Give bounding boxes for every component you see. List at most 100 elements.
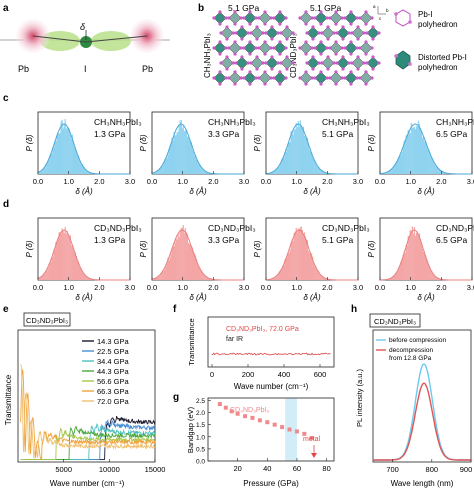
- iodine-atom: [358, 76, 362, 80]
- iodine-atom: [341, 25, 345, 29]
- iodine-atom: [377, 61, 381, 65]
- iodine-atom: [356, 67, 360, 71]
- iodine-atom: [270, 55, 274, 59]
- hist-bar: [48, 266, 50, 280]
- panel-label-e: e: [3, 304, 9, 315]
- hist-bar: [174, 135, 176, 174]
- hist-bar: [158, 276, 160, 280]
- hist-bar: [443, 172, 445, 174]
- octahedron: [213, 11, 227, 25]
- hist-bar: [437, 167, 439, 174]
- hist-bar: [427, 148, 429, 174]
- hist-bar: [201, 168, 203, 174]
- g-y-tick-label: 2.5: [196, 398, 205, 405]
- hist-bar: [285, 151, 287, 174]
- iodine-atom: [225, 25, 229, 29]
- octahedron: [329, 11, 343, 25]
- hist-bar: [414, 235, 416, 280]
- hist-bar: [72, 142, 74, 174]
- y-axis-label: P (δ): [253, 240, 262, 257]
- hist-bar: [273, 277, 275, 280]
- histogram-c-2: CH₃NH₃PbI₃ 3.3 GPa P (δ) 0.0 1.0 2.0 3.0 δ (Å): [139, 111, 256, 196]
- hist-bar: [68, 128, 70, 174]
- iodine-atom: [371, 67, 375, 71]
- hist-bar: [53, 146, 55, 174]
- histogram-d-1: CD₃ND₃PbI₃ 1.3 GPa P (δ) 0.0 1.0 2.0 3.0 δ (Å): [25, 217, 142, 302]
- hist-bar: [281, 268, 283, 280]
- hist-bar: [417, 120, 420, 174]
- hist-bar: [278, 167, 280, 174]
- iodine-atom: [276, 61, 280, 65]
- iodine-atom: [362, 61, 366, 65]
- hist-bar: [55, 141, 57, 174]
- iodine-atom: [356, 55, 360, 59]
- h-ylabel: PL intensity (a.u.): [355, 368, 364, 427]
- hist-bar: [167, 257, 169, 280]
- hist-bar: [196, 264, 199, 280]
- iodine-atom: [364, 82, 368, 86]
- hist-bar: [50, 153, 52, 174]
- iodine-atom: [269, 16, 273, 20]
- iodine-atom: [310, 46, 314, 50]
- hist-bar: [69, 134, 71, 174]
- iodine-atom: [349, 22, 353, 26]
- compound-label: CH₃NH₃PbI₃: [94, 117, 142, 127]
- octahedron: [321, 26, 335, 40]
- hist-bar: [287, 143, 289, 174]
- h-x-tick-label: 700: [386, 465, 399, 474]
- panel-label-b: b: [198, 3, 204, 14]
- hist-bar: [441, 171, 443, 174]
- hist-bar: [51, 258, 53, 280]
- hist-bar: [58, 232, 60, 280]
- iodine-atom: [328, 76, 332, 80]
- octahedron: [366, 56, 380, 70]
- iodine-atom: [242, 76, 246, 80]
- hist-bar: [287, 252, 289, 280]
- g-data-point: [217, 402, 222, 407]
- hist-bar: [387, 171, 389, 174]
- hist-bar: [435, 166, 437, 174]
- hist-bar: [396, 161, 398, 174]
- iodine-atom: [304, 82, 308, 86]
- hist-bar: [200, 166, 202, 174]
- iodine-atom: [248, 10, 252, 14]
- hist-bar: [295, 227, 297, 280]
- hist-bar: [431, 270, 433, 280]
- iodine-atom: [218, 70, 222, 74]
- iodine-atom: [270, 37, 274, 41]
- g-data-point: [287, 427, 292, 432]
- iodine-atom: [239, 16, 243, 20]
- x-tick-label: 1.0: [291, 177, 301, 186]
- hist-bar: [432, 273, 434, 280]
- iodine-atom: [355, 76, 359, 80]
- g-y-tick-label: 1.0: [196, 434, 205, 441]
- iodine-atom: [341, 55, 345, 59]
- hist-bar: [270, 172, 272, 174]
- iodine-atom: [341, 67, 345, 71]
- hist-bar: [309, 151, 312, 174]
- hist-bar: [404, 252, 406, 280]
- h-legend-2a: decompression: [389, 347, 433, 354]
- hist-bar: [166, 263, 168, 280]
- hist-bar: [69, 235, 71, 280]
- hist-bar: [403, 252, 405, 280]
- hist-bar: [270, 279, 272, 280]
- hist-bar: [277, 274, 279, 280]
- iodine-atom: [233, 22, 237, 26]
- hist-bar: [276, 276, 278, 280]
- iodine-atom: [219, 31, 223, 35]
- iodine-atom: [218, 10, 222, 14]
- e-legend-label: 72.0 GPa: [97, 397, 130, 406]
- hist-bar: [405, 244, 407, 280]
- iodine-atom: [212, 76, 216, 80]
- iodine-atom: [240, 55, 244, 59]
- iodine-atom: [225, 67, 229, 71]
- hist-bar: [430, 270, 432, 280]
- fit-curve: [37, 229, 130, 281]
- g-data-point: [223, 405, 228, 410]
- hist-bar: [393, 166, 395, 174]
- hist-bar: [399, 265, 401, 280]
- hist-bar: [386, 171, 388, 174]
- iodine-atom: [343, 76, 347, 80]
